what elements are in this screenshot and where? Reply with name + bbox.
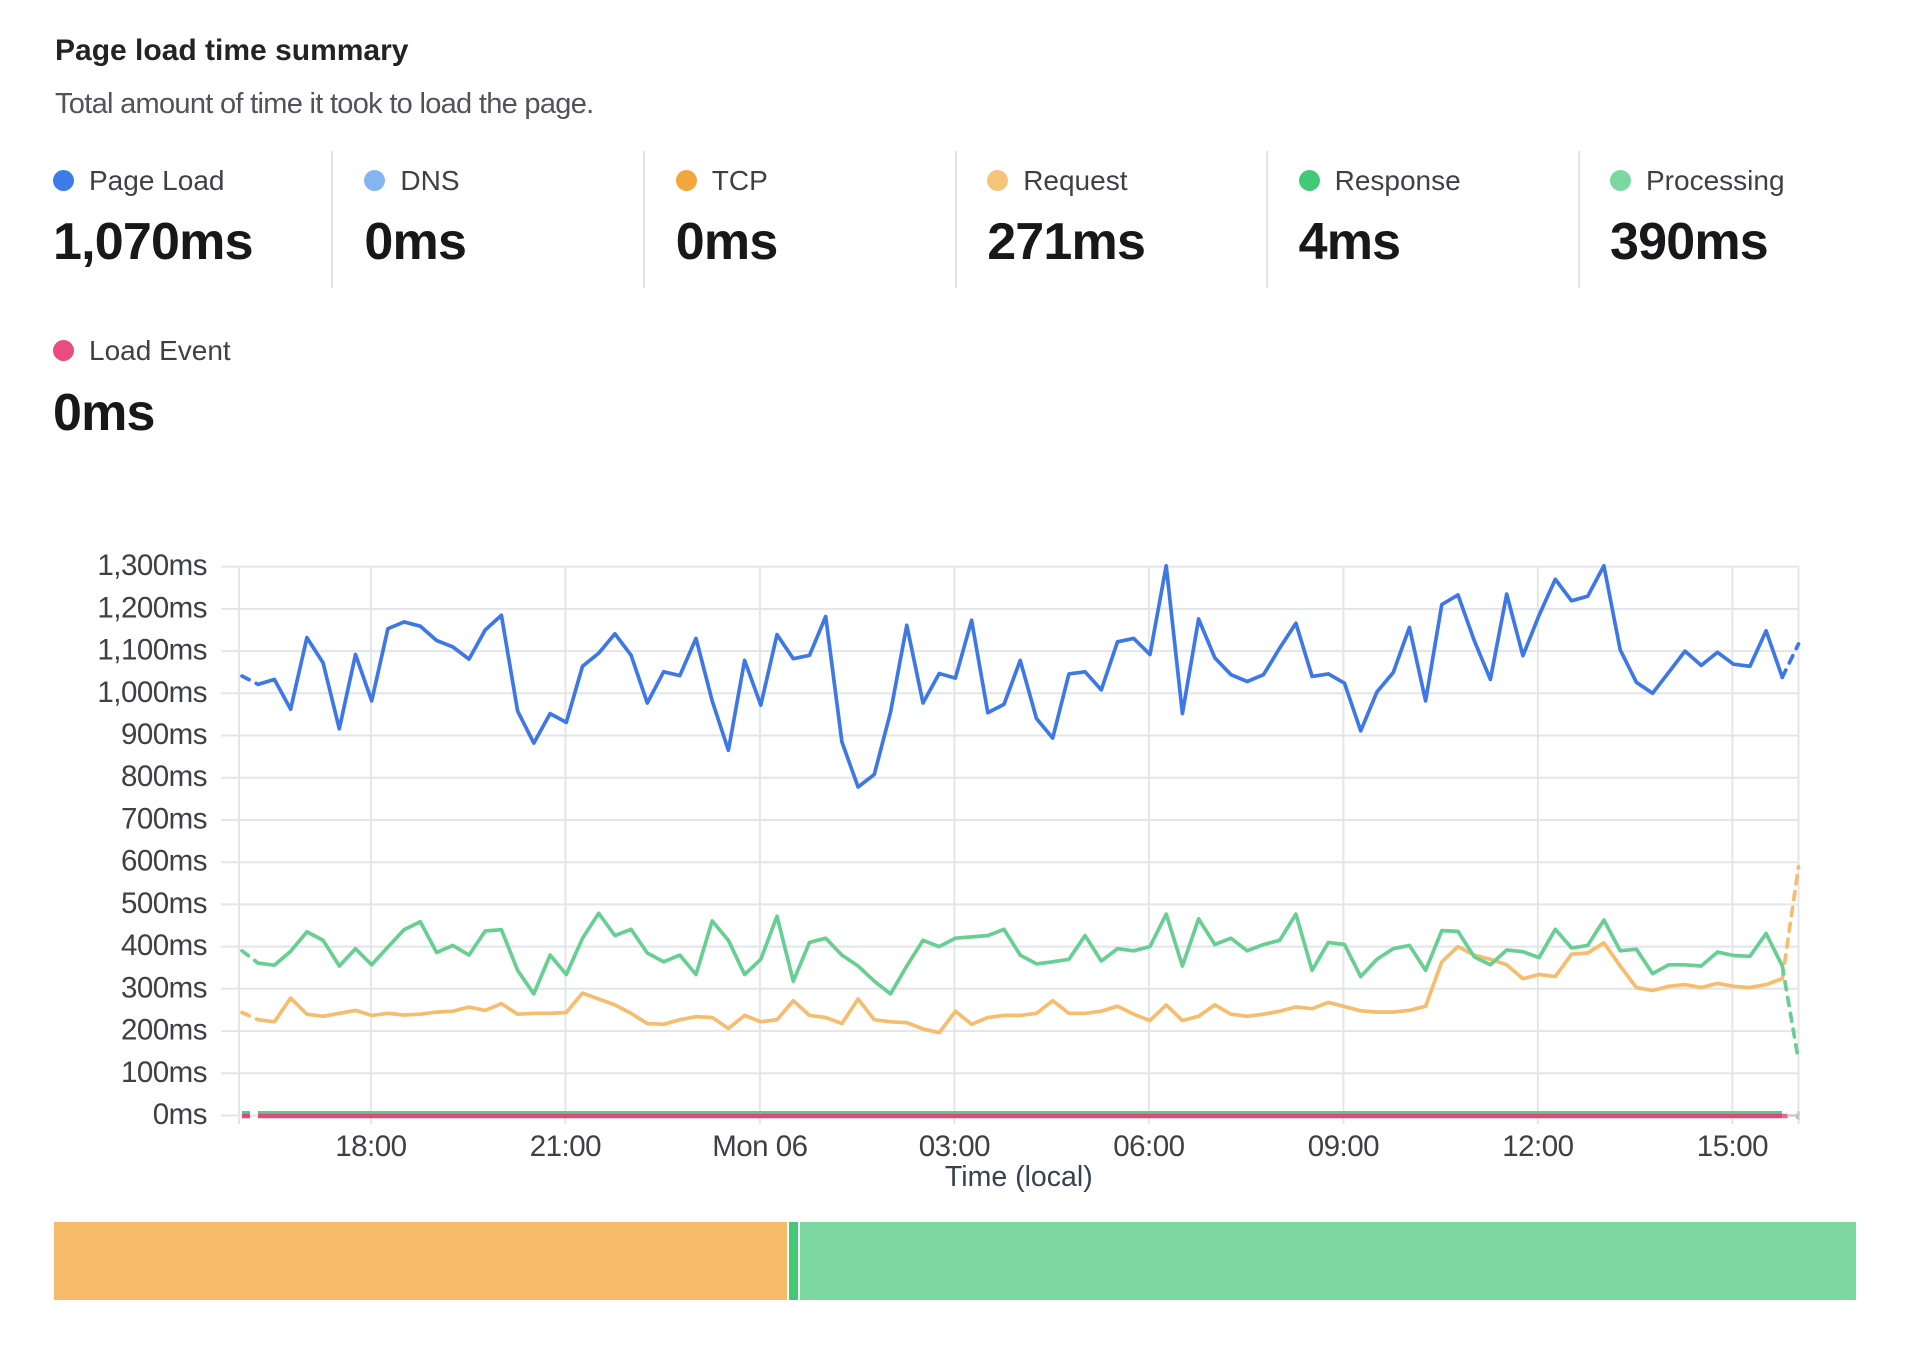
svg-text:800ms: 800ms <box>121 760 207 793</box>
svg-text:600ms: 600ms <box>121 845 207 878</box>
svg-text:500ms: 500ms <box>121 887 207 920</box>
svg-text:1,000ms: 1,000ms <box>97 676 207 709</box>
svg-text:300ms: 300ms <box>121 971 207 1004</box>
svg-text:03:00: 03:00 <box>919 1130 990 1163</box>
svg-text:700ms: 700ms <box>121 803 207 836</box>
svg-text:06:00: 06:00 <box>1113 1130 1184 1163</box>
svg-text:18:00: 18:00 <box>335 1130 406 1163</box>
svg-text:12:00: 12:00 <box>1502 1130 1573 1163</box>
svg-text:21:00: 21:00 <box>530 1130 601 1163</box>
svg-text:Time (local): Time (local) <box>945 1161 1093 1193</box>
svg-text:Mon 06: Mon 06 <box>712 1130 807 1163</box>
svg-text:1,300ms: 1,300ms <box>97 549 207 582</box>
svg-text:100ms: 100ms <box>121 1056 207 1089</box>
svg-text:400ms: 400ms <box>121 929 207 962</box>
svg-text:900ms: 900ms <box>121 718 207 751</box>
svg-text:09:00: 09:00 <box>1308 1130 1379 1163</box>
svg-text:0ms: 0ms <box>153 1098 207 1131</box>
svg-text:15:00: 15:00 <box>1697 1130 1768 1163</box>
svg-text:200ms: 200ms <box>121 1014 207 1047</box>
svg-text:1,200ms: 1,200ms <box>97 591 207 624</box>
svg-text:1,100ms: 1,100ms <box>97 634 207 667</box>
